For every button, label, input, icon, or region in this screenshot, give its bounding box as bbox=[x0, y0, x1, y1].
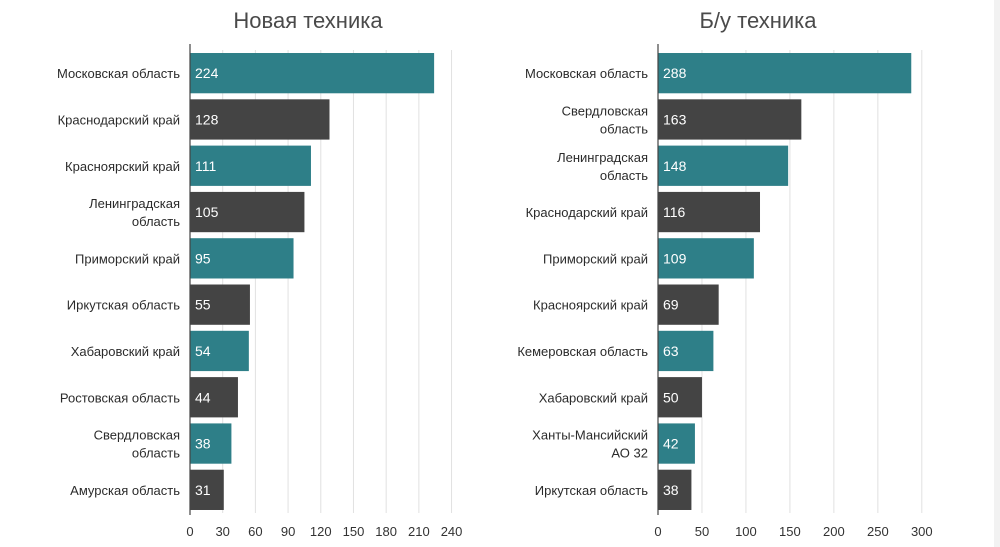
bar-value-label: 42 bbox=[663, 436, 679, 452]
x-tick-label: 50 bbox=[695, 524, 709, 539]
bar bbox=[658, 423, 695, 464]
bar bbox=[658, 145, 789, 186]
category-label: Свердловская область bbox=[562, 103, 649, 136]
category-label: Краснодарский край bbox=[526, 205, 648, 220]
x-tick-label: 0 bbox=[654, 524, 661, 539]
bar-value-label: 63 bbox=[663, 343, 679, 359]
bar bbox=[658, 284, 719, 325]
bar-value-label: 55 bbox=[195, 297, 211, 313]
x-tick-label: 120 bbox=[310, 524, 332, 539]
bar-value-label: 111 bbox=[195, 158, 216, 174]
bar bbox=[190, 284, 250, 325]
bar bbox=[190, 53, 435, 94]
x-tick-label: 90 bbox=[281, 524, 295, 539]
bar bbox=[190, 377, 238, 418]
category-label: Иркутская область bbox=[535, 483, 648, 498]
bar bbox=[190, 145, 311, 186]
bar bbox=[190, 423, 232, 464]
category-label: Приморский край bbox=[543, 251, 648, 266]
bar bbox=[190, 469, 224, 510]
x-tick-label: 240 bbox=[441, 524, 463, 539]
bar bbox=[190, 99, 330, 140]
category-label: Московская область bbox=[57, 66, 180, 81]
x-tick-label: 210 bbox=[408, 524, 430, 539]
bar bbox=[658, 377, 702, 418]
bar-value-label: 148 bbox=[663, 158, 687, 174]
x-tick-label: 300 bbox=[911, 524, 933, 539]
x-tick-label: 200 bbox=[823, 524, 845, 539]
category-label: Хабаровский край bbox=[539, 390, 648, 405]
category-label: Краснодарский край bbox=[58, 112, 180, 127]
scrollbar-strip bbox=[994, 0, 1000, 547]
bar bbox=[658, 330, 714, 372]
bar-value-label: 31 bbox=[195, 482, 211, 498]
bar-value-label: 105 bbox=[195, 204, 219, 220]
bar-value-label: 288 bbox=[663, 65, 687, 81]
x-tick-label: 60 bbox=[248, 524, 262, 539]
bar-value-label: 50 bbox=[663, 389, 679, 405]
chart-used-equipment: Б/у техника 0 50 100 150 200 250 300 288 Московск… bbox=[517, 8, 933, 539]
x-tick-label: 250 bbox=[867, 524, 889, 539]
bar bbox=[658, 53, 912, 94]
category-label: Свердловская область bbox=[94, 428, 181, 461]
category-label: Ростовская область bbox=[60, 390, 180, 405]
category-label: Приморский край bbox=[75, 251, 180, 266]
bar-value-label: 54 bbox=[195, 343, 211, 359]
bar-value-label: 44 bbox=[195, 389, 211, 405]
x-tick-label: 0 bbox=[186, 524, 193, 539]
bar-value-label: 224 bbox=[195, 65, 219, 81]
bar-value-label: 128 bbox=[195, 111, 219, 127]
bar-value-label: 38 bbox=[663, 482, 679, 498]
x-tick-label: 100 bbox=[735, 524, 757, 539]
chart-title: Б/у техника bbox=[699, 8, 817, 33]
chart-title: Новая техника bbox=[233, 8, 383, 33]
bar bbox=[658, 99, 802, 140]
category-label: Иркутская область bbox=[67, 298, 180, 313]
bar-value-label: 109 bbox=[663, 250, 687, 266]
bar-value-label: 69 bbox=[663, 297, 679, 313]
category-label: Красноярский край bbox=[533, 298, 648, 313]
bar bbox=[658, 238, 754, 279]
category-label: Красноярский край bbox=[65, 159, 180, 174]
bar bbox=[658, 191, 761, 233]
category-label: Хабаровский край bbox=[71, 344, 180, 359]
bar-value-label: 116 bbox=[663, 204, 686, 220]
category-label: Амурская область bbox=[70, 483, 180, 498]
bar bbox=[190, 330, 249, 372]
category-label: Московская область bbox=[525, 66, 648, 81]
x-tick-label: 150 bbox=[779, 524, 801, 539]
bar bbox=[190, 238, 294, 279]
category-label: Кемеровская область bbox=[517, 344, 648, 359]
category-label: Ленинградская область bbox=[89, 196, 180, 229]
bar bbox=[658, 469, 692, 510]
category-label: Ханты-Мансийский АО 32 bbox=[532, 428, 648, 461]
bar-value-label: 163 bbox=[663, 111, 687, 127]
x-tick-label: 150 bbox=[343, 524, 365, 539]
bar-value-label: 95 bbox=[195, 250, 211, 266]
x-tick-label: 30 bbox=[215, 524, 229, 539]
category-label: Ленинградская область bbox=[557, 150, 648, 183]
chart-new-equipment: Новая техника 0 30 60 90 120 150 180 210 240 224 Мо… bbox=[57, 8, 463, 539]
bar bbox=[190, 191, 305, 233]
bar-value-label: 38 bbox=[195, 436, 211, 452]
x-tick-label: 180 bbox=[375, 524, 397, 539]
